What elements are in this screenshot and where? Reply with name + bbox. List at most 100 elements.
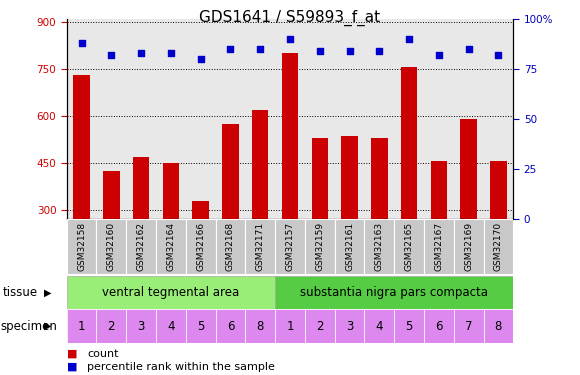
Bar <box>305 219 335 274</box>
Text: 8: 8 <box>256 320 264 333</box>
Text: GSM32167: GSM32167 <box>434 222 443 271</box>
Bar <box>156 309 186 343</box>
Text: ■: ■ <box>67 362 77 372</box>
Bar <box>275 309 305 343</box>
Text: count: count <box>87 349 118 359</box>
Text: GSM32165: GSM32165 <box>405 222 414 271</box>
Bar <box>222 124 238 304</box>
Text: ▶: ▶ <box>45 321 52 331</box>
Bar <box>252 110 269 304</box>
Point <box>166 50 176 56</box>
Point <box>136 50 146 56</box>
Point <box>77 40 86 46</box>
Text: GSM32166: GSM32166 <box>196 222 205 271</box>
Text: 5: 5 <box>405 320 413 333</box>
Bar <box>275 276 513 309</box>
Bar <box>103 171 119 304</box>
Bar <box>133 157 149 304</box>
Text: specimen: specimen <box>1 320 57 333</box>
Text: 5: 5 <box>197 320 204 333</box>
Bar <box>163 163 179 304</box>
Bar <box>311 138 328 304</box>
Text: GSM32168: GSM32168 <box>226 222 235 271</box>
Bar <box>371 138 387 304</box>
Bar <box>401 68 417 304</box>
Point <box>345 48 354 54</box>
Text: GSM32164: GSM32164 <box>166 222 175 271</box>
Bar <box>461 119 477 304</box>
Text: 2: 2 <box>316 320 324 333</box>
Bar <box>96 309 126 343</box>
Bar <box>364 219 394 274</box>
Text: ventral tegmental area: ventral tegmental area <box>102 286 240 299</box>
Bar <box>186 219 216 274</box>
Text: 4: 4 <box>167 320 175 333</box>
Text: ■: ■ <box>67 349 77 359</box>
Bar <box>394 219 424 274</box>
Point <box>375 48 384 54</box>
Text: 6: 6 <box>227 320 234 333</box>
Text: 3: 3 <box>137 320 145 333</box>
Text: GSM32160: GSM32160 <box>107 222 116 271</box>
Text: 6: 6 <box>435 320 443 333</box>
Bar <box>484 309 513 343</box>
Bar <box>96 219 126 274</box>
Text: substantia nigra pars compacta: substantia nigra pars compacta <box>300 286 488 299</box>
Text: 1: 1 <box>78 320 85 333</box>
Bar <box>275 219 305 274</box>
Text: GSM32161: GSM32161 <box>345 222 354 271</box>
Bar <box>490 161 506 304</box>
Text: 1: 1 <box>287 320 293 333</box>
Text: tissue: tissue <box>3 286 38 299</box>
Text: GSM32162: GSM32162 <box>137 222 146 271</box>
Point <box>256 46 265 52</box>
Point <box>464 46 473 52</box>
Point <box>434 52 444 58</box>
Point <box>404 36 414 42</box>
Bar <box>394 309 424 343</box>
Point <box>226 46 235 52</box>
Point <box>107 52 116 58</box>
Bar <box>335 219 364 274</box>
Text: GSM32157: GSM32157 <box>285 222 295 271</box>
Bar <box>454 309 484 343</box>
Text: 8: 8 <box>495 320 502 333</box>
Bar <box>74 75 90 304</box>
Text: 3: 3 <box>346 320 353 333</box>
Text: 2: 2 <box>108 320 115 333</box>
Point <box>285 36 295 42</box>
Bar <box>245 309 275 343</box>
Bar <box>193 201 209 304</box>
Text: GSM32163: GSM32163 <box>375 222 384 271</box>
Bar <box>484 219 513 274</box>
Bar <box>454 219 484 274</box>
Bar <box>186 309 216 343</box>
Bar <box>67 219 96 274</box>
Bar <box>424 309 454 343</box>
Bar <box>126 309 156 343</box>
Bar <box>282 53 298 304</box>
Text: GSM32170: GSM32170 <box>494 222 503 271</box>
Bar <box>126 219 156 274</box>
Text: 4: 4 <box>376 320 383 333</box>
Text: GSM32158: GSM32158 <box>77 222 86 271</box>
Bar <box>67 309 96 343</box>
Text: GSM32171: GSM32171 <box>256 222 264 271</box>
Bar <box>342 136 358 304</box>
Bar <box>245 219 275 274</box>
Bar <box>431 161 447 304</box>
Bar <box>305 309 335 343</box>
Bar <box>364 309 394 343</box>
Text: GDS1641 / S59893_f_at: GDS1641 / S59893_f_at <box>200 9 380 26</box>
Text: GSM32169: GSM32169 <box>464 222 473 271</box>
Point <box>494 52 503 58</box>
Bar <box>156 219 186 274</box>
Bar <box>335 309 364 343</box>
Bar <box>216 219 245 274</box>
Bar <box>424 219 454 274</box>
Text: GSM32159: GSM32159 <box>316 222 324 271</box>
Point <box>315 48 324 54</box>
Text: percentile rank within the sample: percentile rank within the sample <box>87 362 275 372</box>
Text: 7: 7 <box>465 320 472 333</box>
Bar <box>216 309 245 343</box>
